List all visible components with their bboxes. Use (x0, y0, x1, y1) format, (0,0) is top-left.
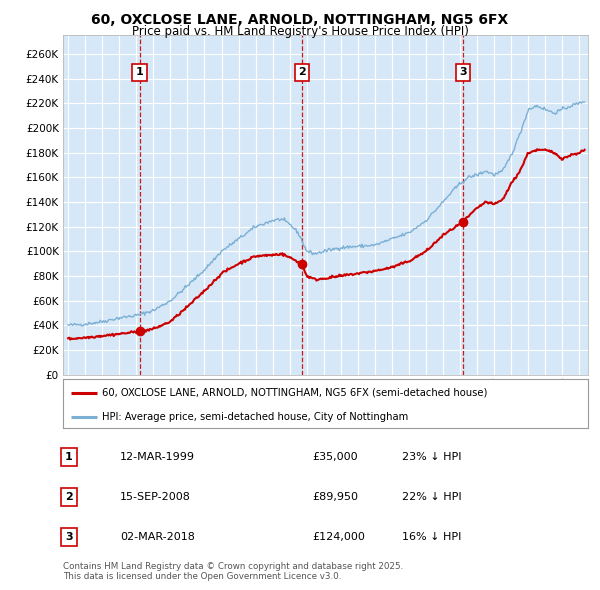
Text: 2: 2 (65, 492, 73, 502)
Text: 1: 1 (65, 452, 73, 461)
Text: 1: 1 (136, 67, 143, 77)
Text: Contains HM Land Registry data © Crown copyright and database right 2025.
This d: Contains HM Land Registry data © Crown c… (63, 562, 403, 581)
Text: 02-MAR-2018: 02-MAR-2018 (120, 532, 195, 542)
Text: 15-SEP-2008: 15-SEP-2008 (120, 492, 191, 502)
Text: £124,000: £124,000 (312, 532, 365, 542)
Text: £35,000: £35,000 (312, 452, 358, 461)
Text: 60, OXCLOSE LANE, ARNOLD, NOTTINGHAM, NG5 6FX: 60, OXCLOSE LANE, ARNOLD, NOTTINGHAM, NG… (91, 13, 509, 27)
Text: 22% ↓ HPI: 22% ↓ HPI (402, 492, 461, 502)
Text: 12-MAR-1999: 12-MAR-1999 (120, 452, 195, 461)
Text: £89,950: £89,950 (312, 492, 358, 502)
Text: 23% ↓ HPI: 23% ↓ HPI (402, 452, 461, 461)
Text: 2: 2 (298, 67, 305, 77)
Text: 16% ↓ HPI: 16% ↓ HPI (402, 532, 461, 542)
Text: 3: 3 (459, 67, 467, 77)
Text: 60, OXCLOSE LANE, ARNOLD, NOTTINGHAM, NG5 6FX (semi-detached house): 60, OXCLOSE LANE, ARNOLD, NOTTINGHAM, NG… (103, 388, 488, 398)
Text: HPI: Average price, semi-detached house, City of Nottingham: HPI: Average price, semi-detached house,… (103, 412, 409, 422)
Text: Price paid vs. HM Land Registry's House Price Index (HPI): Price paid vs. HM Land Registry's House … (131, 25, 469, 38)
Text: 3: 3 (65, 532, 73, 542)
